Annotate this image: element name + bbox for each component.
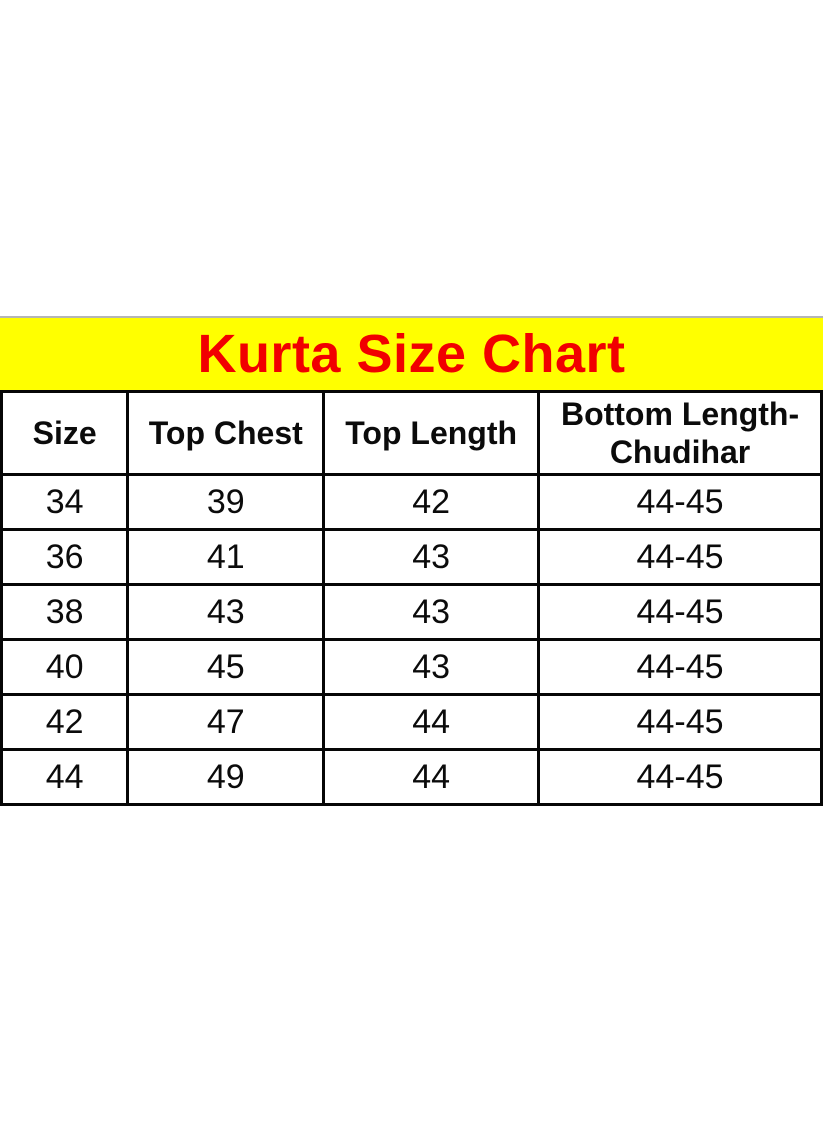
- header-bottom-length-chudihar: Bottom Length- Chudihar: [537, 390, 823, 476]
- cell-top-chest: 41: [126, 528, 326, 586]
- header-row: Size Top Chest Top Length Bottom Length-…: [0, 390, 823, 476]
- cell-top-length: 43: [322, 638, 541, 696]
- cell-top-chest: 43: [126, 583, 326, 641]
- cell-top-length: 43: [322, 583, 541, 641]
- table-row: 34 39 42 44-45: [0, 473, 823, 531]
- cell-size: 34: [0, 473, 130, 531]
- cell-size: 40: [0, 638, 130, 696]
- cell-top-chest: 47: [126, 693, 326, 751]
- cell-size: 42: [0, 693, 130, 751]
- cell-top-chest: 49: [126, 748, 326, 806]
- cell-top-length: 42: [322, 473, 541, 531]
- cell-bottom-length: 44-45: [537, 693, 823, 751]
- header-top-length: Top Length: [322, 390, 541, 476]
- cell-size: 44: [0, 748, 130, 806]
- cell-bottom-length: 44-45: [537, 528, 823, 586]
- cell-bottom-length: 44-45: [537, 748, 823, 806]
- cell-top-length: 43: [322, 528, 541, 586]
- cell-size: 36: [0, 528, 130, 586]
- header-size: Size: [0, 390, 130, 476]
- table-row: 40 45 43 44-45: [0, 638, 823, 696]
- cell-top-length: 44: [322, 693, 541, 751]
- cell-bottom-length: 44-45: [537, 583, 823, 641]
- cell-top-length: 44: [322, 748, 541, 806]
- cell-size: 38: [0, 583, 130, 641]
- chart-title: Kurta Size Chart: [197, 324, 626, 384]
- table-row: 44 49 44 44-45: [0, 748, 823, 806]
- cell-bottom-length: 44-45: [537, 473, 823, 531]
- kurta-size-chart: Kurta Size Chart Size Top Chest Top Leng…: [0, 316, 823, 806]
- table-row: 42 47 44 44-45: [0, 693, 823, 751]
- table-row: 38 43 43 44-45: [0, 583, 823, 641]
- chart-title-banner: Kurta Size Chart: [0, 316, 823, 390]
- size-table: Size Top Chest Top Length Bottom Length-…: [0, 390, 823, 806]
- cell-top-chest: 39: [126, 473, 326, 531]
- cell-top-chest: 45: [126, 638, 326, 696]
- cell-bottom-length: 44-45: [537, 638, 823, 696]
- table-row: 36 41 43 44-45: [0, 528, 823, 586]
- header-top-chest: Top Chest: [126, 390, 326, 476]
